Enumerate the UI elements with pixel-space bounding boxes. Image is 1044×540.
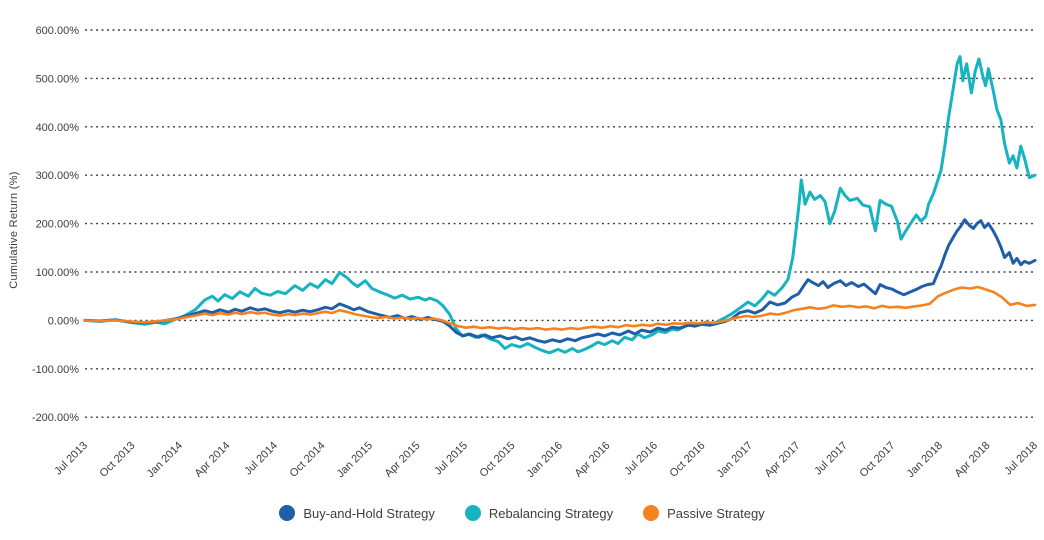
x-tick-label: Apr 2016 xyxy=(573,440,613,480)
x-tick-label: Oct 2014 xyxy=(288,440,328,480)
x-tick-label: Jul 2018 xyxy=(1002,440,1040,478)
x-tick-label: Oct 2015 xyxy=(478,440,518,480)
y-axis-tick-labels: 600.00% 500.00% 400.00% 300.00% 200.00% 100.0… xyxy=(32,25,79,424)
y-tick-label: 600.00% xyxy=(36,25,80,37)
x-tick-label: Jul 2015 xyxy=(432,440,470,478)
y-tick-label: 500.00% xyxy=(36,73,80,85)
y-tick-label: 400.00% xyxy=(36,122,80,134)
y-axis-title: Cumulative Return (%) xyxy=(8,171,20,289)
y-tick-label: -200.00% xyxy=(32,412,79,424)
series-line-buy-and-hold-strategy[interactable] xyxy=(83,218,1037,344)
series-line-passive-strategy[interactable] xyxy=(83,285,1037,331)
legend-marker-icon xyxy=(464,505,481,521)
x-tick-label: Apr 2014 xyxy=(193,440,233,480)
y-tick-label: 200.00% xyxy=(36,219,80,231)
chart-legend: Buy-and-Hold Strategy Rebalancing Strate… xyxy=(0,505,1044,521)
legend-marker-icon xyxy=(279,505,296,521)
x-tick-label: Apr 2015 xyxy=(383,440,423,480)
x-tick-label: Oct 2016 xyxy=(668,440,708,480)
y-tick-label: 0.00% xyxy=(48,315,79,327)
legend-item-label: Passive Strategy xyxy=(667,505,765,521)
y-tick-label: 100.00% xyxy=(36,267,80,279)
x-tick-label: Jan 2014 xyxy=(145,440,185,480)
x-tick-label: Jan 2015 xyxy=(335,440,375,480)
x-tick-label: Jan 2018 xyxy=(905,440,945,480)
x-tick-label: Apr 2017 xyxy=(763,440,803,480)
x-tick-label: Oct 2013 xyxy=(98,440,138,480)
series-line-rebalancing-strategy[interactable] xyxy=(83,55,1037,355)
legend-item-label: Rebalancing Strategy xyxy=(488,505,614,521)
x-tick-label: Jan 2017 xyxy=(715,440,755,480)
legend-item-buy-and-hold[interactable]: Buy-and-Hold Strategy xyxy=(279,505,435,521)
x-tick-label: Apr 2018 xyxy=(953,440,993,480)
x-tick-label: Jul 2014 xyxy=(242,440,280,478)
y-tick-label: 300.00% xyxy=(36,170,80,182)
x-tick-label: Jan 2016 xyxy=(525,440,565,480)
x-tick-label: Jul 2017 xyxy=(812,440,850,478)
legend-item-passive[interactable]: Passive Strategy xyxy=(643,505,765,521)
x-tick-label: Jul 2013 xyxy=(52,440,90,478)
legend-item-rebalancing[interactable]: Rebalancing Strategy xyxy=(464,505,614,521)
x-axis-tick-labels: Jul 2013 Oct 2013 Jan 2014 Apr 2014 Jul 2014… xyxy=(52,440,1040,480)
legend-marker-icon xyxy=(643,505,660,521)
y-tick-label: -100.00% xyxy=(32,364,79,376)
x-tick-label: Jul 2016 xyxy=(622,440,660,478)
legend-item-label: Buy-and-Hold Strategy xyxy=(303,505,435,521)
gridlines xyxy=(85,29,1035,418)
x-tick-label: Oct 2017 xyxy=(858,440,898,480)
